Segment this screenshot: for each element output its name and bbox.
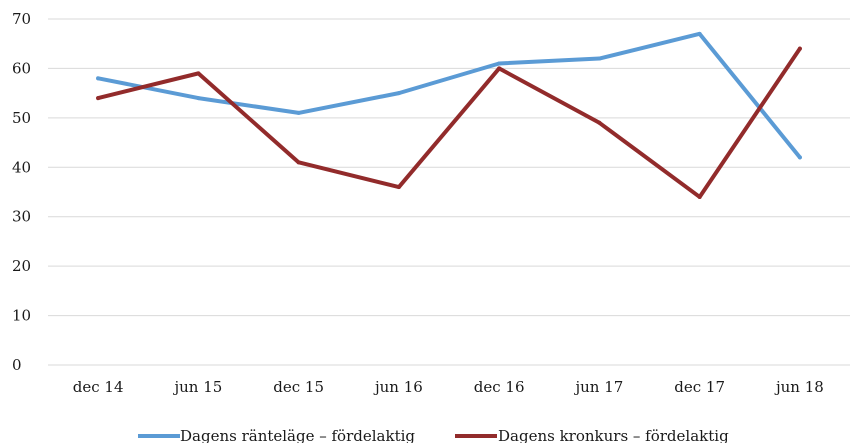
series-line-1 (96, 31, 802, 160)
x-tick-label: jun 15 (172, 378, 222, 396)
y-tick-label: 30 (12, 208, 31, 226)
x-tick-label: jun 17 (573, 378, 623, 396)
data-point (797, 155, 802, 160)
data-point (597, 56, 602, 61)
data-point (196, 96, 201, 101)
y-tick-label: 0 (12, 356, 22, 374)
data-point (697, 31, 702, 36)
data-point (497, 61, 502, 66)
y-axis-ticks: 0 10 20 30 40 50 60 70 (12, 10, 31, 374)
x-tick-label: dec 15 (273, 378, 324, 396)
x-tick-label: dec 14 (73, 378, 124, 396)
data-point (497, 66, 502, 71)
y-tick-label: 60 (12, 59, 31, 77)
legend-label-series-1: Dagens ränteläge – fördelaktig (180, 427, 415, 443)
y-tick-label: 70 (12, 10, 31, 28)
y-tick-label: 20 (12, 257, 31, 275)
legend: Dagens ränteläge – fördelaktig Dagens kr… (138, 427, 729, 443)
data-point (597, 120, 602, 125)
data-point (396, 91, 401, 96)
y-tick-label: 40 (12, 158, 31, 176)
x-tick-label: jun 18 (774, 378, 824, 396)
series-line-2 (96, 46, 802, 199)
series-lines (96, 31, 802, 199)
data-point (196, 71, 201, 76)
data-point (96, 76, 101, 81)
x-tick-label: jun 16 (373, 378, 423, 396)
y-tick-label: 10 (12, 307, 31, 325)
data-point (96, 96, 101, 101)
data-point (396, 185, 401, 190)
x-tick-label: dec 16 (474, 378, 525, 396)
y-tick-label: 50 (12, 109, 31, 127)
data-point (296, 110, 301, 115)
x-axis-ticks: dec 14 jun 15 dec 15 jun 16 dec 16 jun 17 dec … (73, 378, 824, 396)
x-tick-label: dec 17 (674, 378, 725, 396)
data-point (697, 194, 702, 199)
data-point (296, 160, 301, 165)
legend-label-series-2: Dagens kronkurs – fördelaktig (498, 427, 729, 443)
gridlines (48, 18, 850, 366)
data-point (797, 46, 802, 51)
